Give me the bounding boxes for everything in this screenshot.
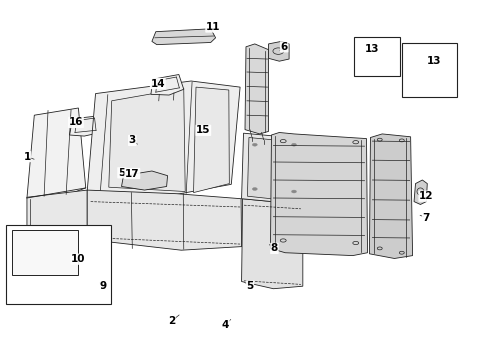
Ellipse shape bbox=[89, 294, 98, 300]
Text: 16: 16 bbox=[69, 117, 83, 127]
Ellipse shape bbox=[41, 255, 55, 262]
Polygon shape bbox=[27, 108, 86, 198]
Text: 12: 12 bbox=[419, 191, 434, 201]
Text: 15: 15 bbox=[196, 125, 211, 135]
Ellipse shape bbox=[23, 253, 44, 264]
Bar bbox=[12, 230, 78, 275]
Polygon shape bbox=[152, 29, 216, 45]
Text: 14: 14 bbox=[150, 78, 165, 89]
Text: 11: 11 bbox=[206, 22, 220, 32]
Polygon shape bbox=[242, 199, 303, 289]
Polygon shape bbox=[414, 180, 427, 204]
Ellipse shape bbox=[292, 190, 296, 193]
Ellipse shape bbox=[292, 143, 296, 146]
Text: 5: 5 bbox=[246, 281, 253, 291]
Text: 2: 2 bbox=[168, 316, 175, 326]
Bar bbox=[6, 225, 111, 304]
Bar bbox=[402, 43, 457, 97]
Polygon shape bbox=[245, 44, 269, 134]
Polygon shape bbox=[151, 75, 184, 95]
Ellipse shape bbox=[26, 255, 41, 262]
Polygon shape bbox=[87, 81, 240, 194]
Polygon shape bbox=[109, 88, 185, 192]
Polygon shape bbox=[269, 41, 289, 61]
Text: 1: 1 bbox=[24, 152, 30, 162]
Text: 3: 3 bbox=[129, 135, 136, 145]
Polygon shape bbox=[11, 271, 108, 304]
Polygon shape bbox=[122, 171, 168, 190]
Text: 7: 7 bbox=[422, 213, 430, 223]
Ellipse shape bbox=[252, 188, 257, 190]
Ellipse shape bbox=[37, 253, 59, 264]
Polygon shape bbox=[242, 133, 303, 204]
Polygon shape bbox=[27, 190, 87, 246]
Ellipse shape bbox=[26, 238, 41, 245]
Ellipse shape bbox=[358, 50, 369, 57]
Ellipse shape bbox=[42, 238, 56, 245]
Bar bbox=[354, 37, 400, 76]
Text: 17: 17 bbox=[125, 168, 140, 179]
Ellipse shape bbox=[252, 143, 257, 146]
Text: 5: 5 bbox=[118, 168, 125, 178]
Polygon shape bbox=[194, 87, 229, 193]
Polygon shape bbox=[87, 190, 242, 250]
Ellipse shape bbox=[32, 275, 86, 293]
Text: 6: 6 bbox=[281, 42, 288, 52]
Text: 13: 13 bbox=[426, 56, 441, 66]
Text: 4: 4 bbox=[221, 320, 229, 330]
Text: 10: 10 bbox=[71, 254, 86, 264]
Text: 13: 13 bbox=[365, 44, 380, 54]
Polygon shape bbox=[270, 132, 368, 256]
Polygon shape bbox=[247, 138, 298, 202]
Polygon shape bbox=[369, 134, 413, 258]
Text: 8: 8 bbox=[271, 243, 278, 253]
Text: 9: 9 bbox=[99, 281, 106, 291]
Polygon shape bbox=[70, 116, 100, 136]
